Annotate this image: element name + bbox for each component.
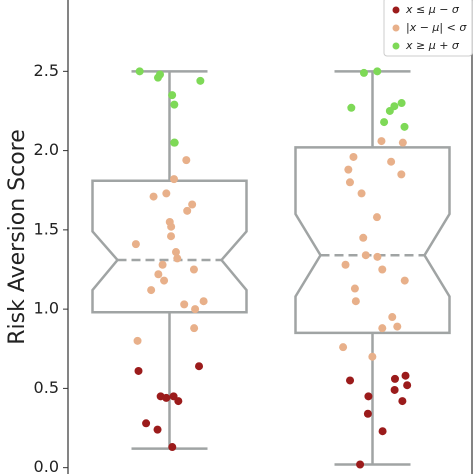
plot-frame (67, 0, 473, 474)
point (189, 265, 198, 274)
point (153, 73, 162, 82)
point (153, 425, 162, 434)
point (387, 157, 396, 166)
point (154, 270, 163, 279)
point (182, 156, 191, 165)
point (400, 122, 409, 131)
point (361, 251, 370, 260)
point (142, 419, 151, 428)
point (385, 106, 394, 115)
point (167, 232, 176, 241)
point (378, 427, 387, 436)
point (400, 276, 409, 285)
y-tick-label: 1.0 (34, 299, 59, 318)
point (359, 68, 368, 77)
point (373, 252, 382, 261)
point (351, 297, 360, 306)
point (390, 374, 399, 383)
point (160, 276, 169, 285)
point (158, 260, 167, 269)
box (91, 179, 248, 314)
legend-label: |x − μ| < σ (406, 21, 467, 34)
point (390, 385, 399, 394)
point (174, 397, 183, 406)
point (373, 67, 382, 76)
point (363, 409, 372, 418)
point (344, 165, 353, 174)
point (364, 392, 373, 401)
point (356, 460, 365, 469)
point (149, 192, 158, 201)
point (359, 233, 368, 242)
y-tick-label: 2.0 (34, 140, 59, 159)
point (167, 222, 176, 231)
point (147, 286, 156, 295)
point (170, 175, 179, 184)
point (133, 336, 142, 345)
point (188, 200, 197, 209)
point (173, 254, 182, 263)
point (377, 137, 386, 146)
point (372, 213, 381, 222)
point (135, 67, 144, 76)
point (368, 352, 377, 361)
point (345, 178, 354, 187)
point (350, 284, 359, 293)
point (349, 152, 358, 161)
point (180, 300, 189, 309)
y-tick-label: 0.5 (34, 378, 59, 397)
legend-label: x ≤ μ − σ (405, 3, 460, 16)
y-tick-label: 0.0 (34, 457, 59, 474)
point (190, 324, 199, 333)
point (378, 265, 387, 274)
point (397, 99, 406, 108)
legend-marker (392, 24, 400, 32)
point (195, 362, 204, 371)
point (341, 260, 350, 269)
legend-label: x ≥ μ + σ (405, 39, 460, 52)
point (347, 103, 356, 112)
y-axis-label: Risk Aversion Score (5, 129, 30, 345)
point (170, 100, 179, 109)
point (398, 138, 407, 147)
point (393, 322, 402, 331)
point (403, 381, 412, 390)
point (398, 397, 407, 406)
legend-marker (392, 6, 400, 14)
legend-marker (392, 42, 400, 50)
point (168, 91, 177, 100)
point (388, 313, 397, 322)
point (346, 376, 355, 385)
point (131, 240, 140, 249)
point (196, 76, 205, 85)
point (168, 443, 177, 452)
point (357, 189, 366, 198)
point (170, 138, 179, 147)
point (191, 305, 200, 314)
box (294, 146, 451, 335)
point (199, 297, 208, 306)
point (380, 118, 389, 127)
point (183, 206, 192, 215)
point (397, 170, 406, 179)
legend-box (383, 0, 473, 57)
point (339, 343, 348, 352)
y-tick-label: 1.5 (34, 219, 59, 238)
point (171, 248, 180, 257)
point (401, 371, 410, 380)
point (162, 189, 171, 198)
point (162, 393, 171, 402)
y-tick-label: 2.5 (34, 61, 59, 80)
point (134, 366, 143, 375)
point (378, 324, 387, 333)
